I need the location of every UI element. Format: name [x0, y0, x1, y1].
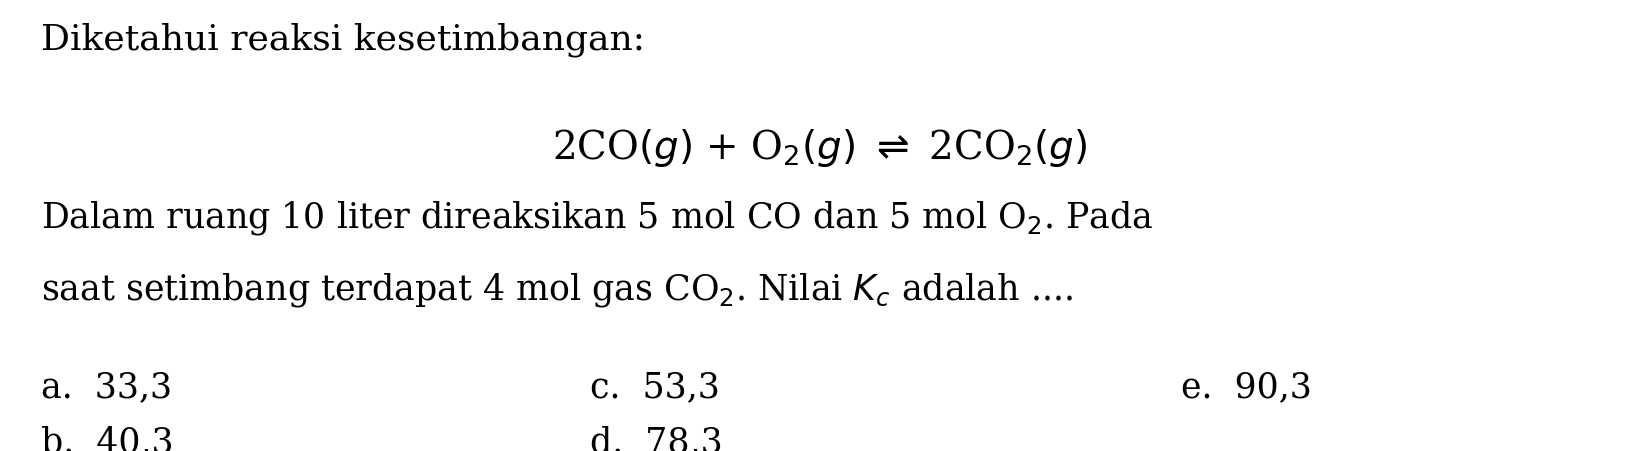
Text: Dalam ruang 10 liter direaksikan 5 mol CO dan 5 mol O$_2$. Pada: Dalam ruang 10 liter direaksikan 5 mol C…	[41, 198, 1152, 236]
Text: b.  40,3: b. 40,3	[41, 424, 174, 451]
Text: d.  78,3: d. 78,3	[590, 424, 723, 451]
Text: a.  33,3: a. 33,3	[41, 370, 172, 404]
Text: c.  53,3: c. 53,3	[590, 370, 720, 404]
Text: 2CO$(g)$ + O$_2$$(g)$ $\rightleftharpoons$ 2CO$_2$$(g)$: 2CO$(g)$ + O$_2$$(g)$ $\rightleftharpoon…	[552, 126, 1087, 168]
Text: Diketahui reaksi kesetimbangan:: Diketahui reaksi kesetimbangan:	[41, 23, 644, 57]
Text: e.  90,3: e. 90,3	[1180, 370, 1311, 404]
Text: saat setimbang terdapat 4 mol gas CO$_2$. Nilai $\mathit{K}_\mathit{c}$ adalah .: saat setimbang terdapat 4 mol gas CO$_2$…	[41, 271, 1072, 308]
